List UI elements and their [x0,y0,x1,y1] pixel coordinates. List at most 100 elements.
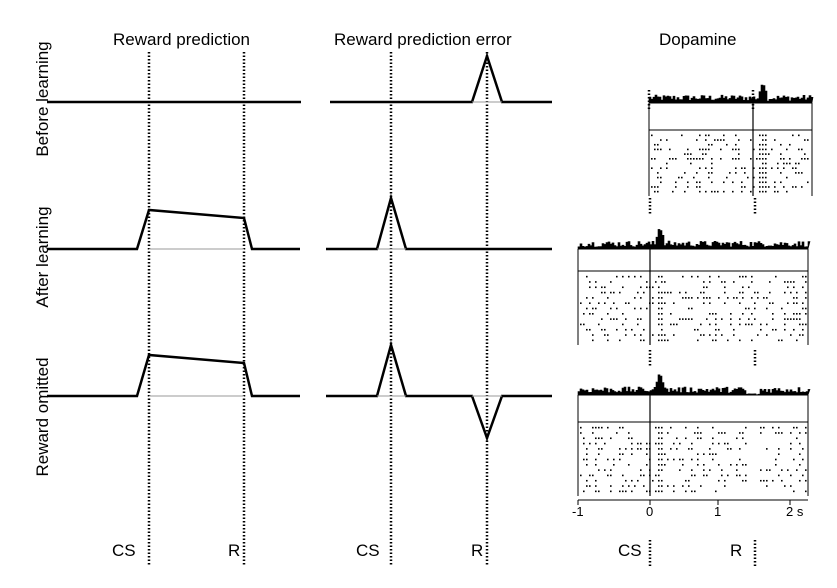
raster-spike [715,339,717,342]
raster-spike [796,297,798,299]
raster-spike [772,313,774,315]
raster-spike [724,281,726,283]
raster-spike [804,139,806,141]
raster-spike [649,442,651,445]
raster-spike [601,426,603,429]
raster-spike [657,143,659,146]
raster-spike [753,186,755,188]
raster-spike [687,181,689,184]
raster-spike [745,479,747,482]
raster-spike [667,291,669,294]
raster-spike [625,334,627,336]
raster-spike [696,139,698,141]
cs-label-right: CS [618,541,642,560]
raster-spike [759,148,761,151]
raster-spike [592,307,594,310]
raster-spike [675,181,677,184]
prediction-error-omitted [326,340,552,442]
raster-spike [622,286,624,289]
raster-spike [673,323,675,326]
raster-spike [765,162,767,165]
raster-spike [604,302,606,304]
raster-spike [658,485,660,487]
raster-spike [622,275,624,278]
raster-spike [691,318,693,320]
raster-spike [691,474,693,477]
raster-spike [654,158,656,160]
raster-spike [700,485,702,487]
raster-spike [658,464,660,466]
raster-spike [748,286,750,289]
raster-spike [703,469,705,471]
raster-spike [802,302,804,304]
raster-spike [589,302,591,304]
raster-spike [777,190,779,193]
raster-spike [750,190,752,193]
raster-spike [724,442,726,445]
raster-spike [622,485,624,487]
raster-spike [658,313,660,315]
raster-spike [703,453,705,455]
raster-spike [721,281,723,283]
raster-spike [805,297,807,299]
raster-spike [679,458,681,461]
raster-spike [802,474,804,477]
raster-spike [732,158,734,160]
raster-spike [796,469,798,471]
raster-spike [661,275,663,278]
raster-spike [793,302,795,304]
raster-spike [667,485,669,487]
raster-spike [657,190,659,193]
raster-spike [693,158,695,160]
raster-spike [580,323,582,326]
raster-spike [799,318,801,320]
raster-spike [790,281,792,283]
raster-spike [733,334,735,336]
raster-spike [631,479,633,482]
raster-spike [706,297,708,299]
raster-spike [774,190,776,193]
row-title-before-learning: Before learning [33,41,52,157]
raster-spike [651,186,653,188]
raster-spike [801,158,803,160]
raster-spike [625,302,627,304]
raster-spike [670,426,672,429]
raster-spike [787,281,789,283]
raster-spike [780,181,782,184]
raster-spike [697,426,699,429]
raster-spike [759,181,761,184]
raster-spike [640,297,642,299]
raster-spike [804,153,806,155]
raster-spike [607,297,609,299]
raster-spike [685,479,687,482]
raster-spike [760,323,762,326]
raster-spike [685,426,687,429]
raster-spike [742,286,744,289]
raster-spike [592,297,594,299]
raster-spike [691,469,693,471]
raster-spike [763,297,765,299]
raster-spike [646,453,648,455]
raster-spike [672,158,674,160]
raster-spike [771,167,773,169]
raster-spike [751,339,753,342]
raster-spike [727,339,729,342]
raster-spike [715,313,717,315]
row-title-after-learning: After learning [33,206,52,308]
raster-spike [658,469,660,471]
raster-spike [673,458,675,461]
raster-spike [796,291,798,294]
raster-spike [688,318,690,320]
raster-spike [580,426,582,429]
raster-spike [753,148,755,151]
raster-spike [742,432,744,434]
raster-spike [778,339,780,342]
raster-spike [720,148,722,151]
raster-spike [765,181,767,184]
raster-spike [679,442,681,445]
raster-spike [715,334,717,336]
raster-spike [697,458,699,461]
raster-spike [625,328,627,331]
reward-prediction-after [47,208,300,251]
raster-spike [651,167,653,169]
